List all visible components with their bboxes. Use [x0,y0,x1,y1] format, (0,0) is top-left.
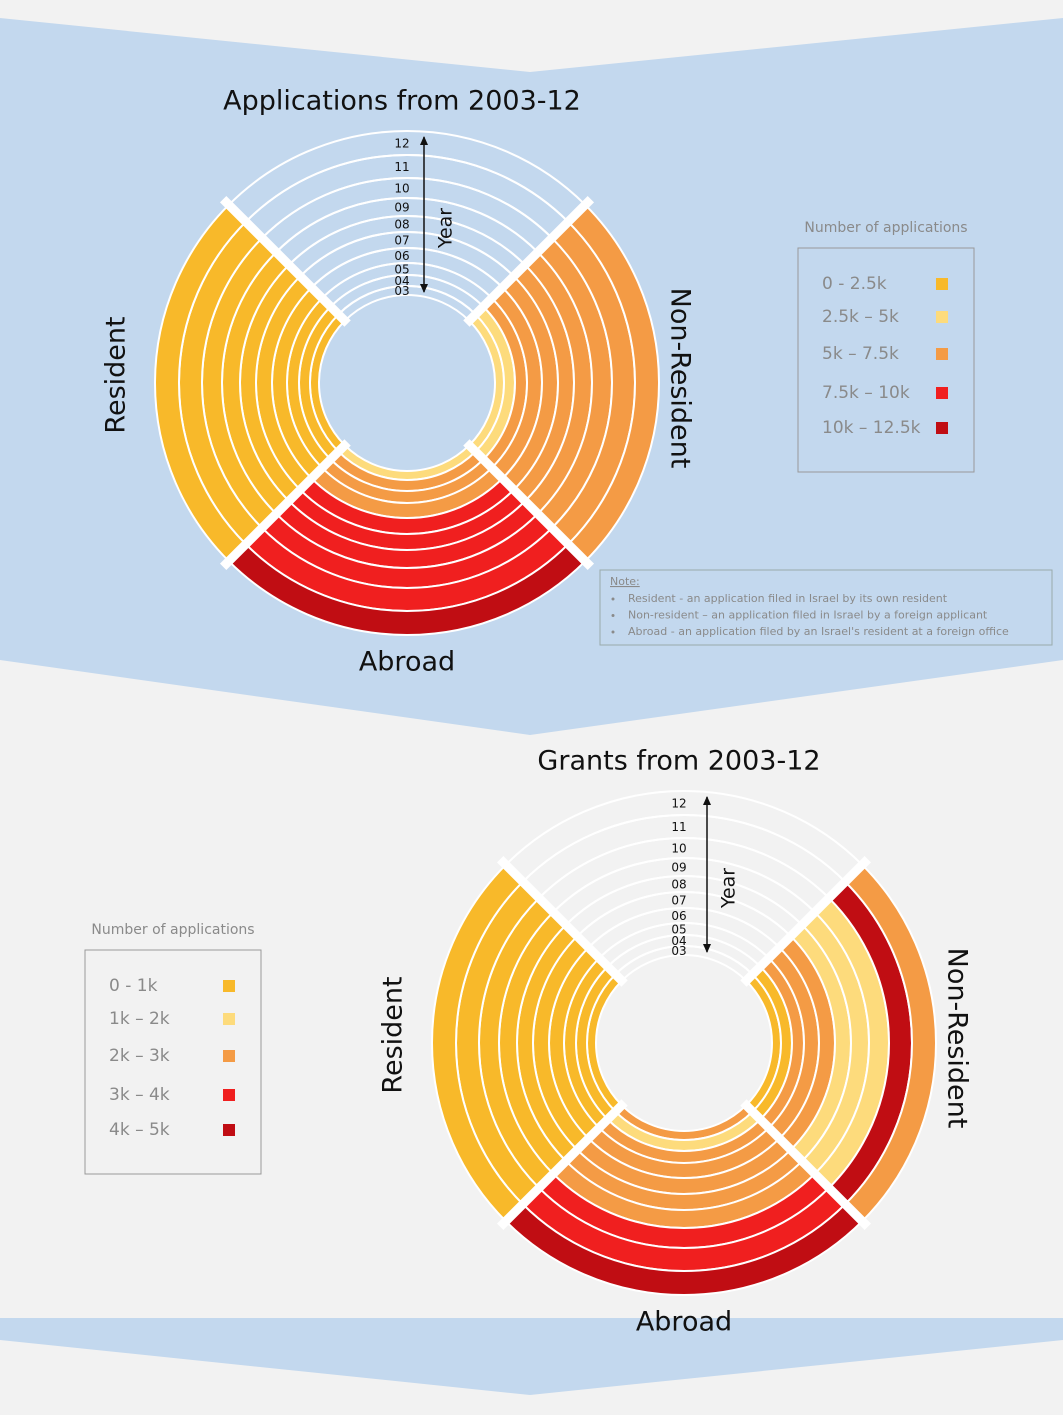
legend-swatch [936,278,948,290]
chart-title: Grants from 2003-12 [537,746,820,777]
legend-label: 10k – 12.5k [822,418,921,438]
legend-label: 2k – 3k [109,1046,170,1066]
group-label: Abroad [636,1307,732,1338]
axis-label: Year [435,208,457,249]
legend-swatch [223,1089,235,1101]
arrow-head [420,136,428,145]
year-label: 03 [394,284,409,298]
bullet [611,614,615,617]
year-label: 08 [671,878,686,892]
year-label: 11 [671,820,686,834]
axis-label: Year [718,868,740,909]
arrow-head [703,944,711,953]
legend-title: Number of applications [91,922,254,938]
note-title: Note: [610,575,640,588]
chart-title: Applications from 2003-12 [223,86,581,117]
background-band [0,1318,1063,1395]
legend-title: Number of applications [804,220,967,236]
group-label: Abroad [359,647,455,678]
legend-swatch [936,311,948,323]
divider [740,855,872,987]
group-label: Non-Resident [665,288,696,469]
legend-swatch [223,980,235,992]
note-item: Resident - an application filed in Israe… [628,592,948,605]
year-label: 12 [671,797,686,811]
arrow-head [420,284,428,293]
legend-swatch [223,1050,235,1062]
legend-swatch [223,1124,235,1136]
year-label: 09 [671,861,686,875]
divider [496,1099,628,1231]
legend-swatch [223,1013,235,1025]
legend-swatch [936,387,948,399]
bullet [611,630,615,634]
bullet [611,597,615,601]
year-label: 04 [394,274,409,288]
year-label: 04 [671,934,686,948]
legend-label: 1k – 2k [109,1009,170,1029]
year-label: 06 [671,909,686,923]
legend-label: 0 - 1k [109,976,158,996]
year-label: 10 [394,182,409,196]
legend-swatch [936,422,948,434]
year-label: 09 [394,201,409,215]
legend-label: 2.5k – 5k [822,307,899,327]
divider [219,439,351,571]
note-item: Abroad - an application filed by an Isra… [628,625,1009,638]
year-label: 05 [394,263,409,277]
divider [496,855,628,987]
divider [219,195,351,327]
legend-label: 5k – 7.5k [822,344,899,364]
legend-label: 7.5k – 10k [822,383,910,403]
year-label: 10 [671,842,686,856]
year-label: 07 [394,234,409,248]
group-label: Resident [101,316,132,433]
legend-label: 0 - 2.5k [822,274,887,294]
arrow-head [703,796,711,805]
year-label: 07 [671,894,686,908]
year-label: 06 [394,249,409,263]
year-label: 08 [394,218,409,232]
legend-label: 3k – 4k [109,1085,170,1105]
divider [463,439,595,571]
legend-label: 4k – 5k [109,1120,170,1140]
group-label: Non-Resident [942,948,973,1129]
note-box [599,569,1053,646]
year-label: 03 [671,944,686,958]
legend-box [84,949,262,1175]
year-label: 11 [394,160,409,174]
legend-swatch [936,348,948,360]
group-label: Resident [378,976,409,1093]
note-item: Non-resident – an application filed in I… [628,609,988,622]
divider [463,195,595,327]
year-label: 05 [671,923,686,937]
divider [740,1099,872,1231]
year-label: 12 [394,137,409,151]
legend-box [797,247,975,473]
